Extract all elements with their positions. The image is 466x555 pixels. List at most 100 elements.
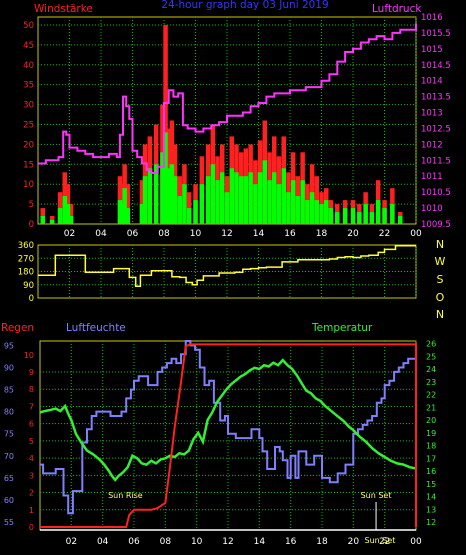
wind-bar xyxy=(172,176,178,224)
rain-line xyxy=(40,343,417,528)
wind-bar xyxy=(163,132,168,224)
wind-bar xyxy=(166,168,171,224)
sun-annotation: Sun Set xyxy=(361,491,392,500)
rain-tick-label: 9 xyxy=(29,368,34,377)
humidity-tick-label: 55 xyxy=(4,518,14,527)
wind-bar xyxy=(199,184,205,224)
humidity-tick-label: 65 xyxy=(4,474,14,483)
rain-tick-label: 1 xyxy=(29,506,34,515)
x-tick-label: 04 xyxy=(97,537,109,547)
pressure-tick-label: 1009.5 xyxy=(421,220,451,230)
humidity-tick-label: 95 xyxy=(4,341,14,350)
rain-tick-label: 5 xyxy=(29,437,34,446)
wind-tick-label: 20 xyxy=(23,140,34,150)
rain-axis-label: Regen xyxy=(1,322,34,334)
direction-tick-label: 360 xyxy=(18,241,34,251)
wind-bar xyxy=(262,160,267,224)
wind-pressure-panel: 02 04 06 08 10 12 14 16 18 20 22 000510152025303540… xyxy=(23,13,451,239)
temperature-tick-label: 19 xyxy=(426,429,436,438)
humidity-tick-label: 70 xyxy=(4,452,14,461)
humidity-line xyxy=(40,340,416,515)
wind-bar xyxy=(290,180,296,224)
wind-bar xyxy=(215,180,220,224)
x-tick-label: 22 xyxy=(379,537,390,547)
humidity-tick-label: 85 xyxy=(4,386,14,395)
wind-bar xyxy=(169,164,175,224)
gust-bar xyxy=(139,180,145,224)
wind-bar xyxy=(398,216,403,224)
pressure-tick-label: 1014 xyxy=(421,77,443,87)
x-tick-label: 14 xyxy=(254,537,266,547)
x-tick-label: 20 xyxy=(347,229,359,239)
wind-bar xyxy=(253,184,258,224)
rain-tick-label: 3 xyxy=(29,471,34,480)
wind-tick-label: 40 xyxy=(23,61,34,71)
x-tick-label: 18 xyxy=(316,229,328,239)
direction-tick-label: 270 xyxy=(18,254,34,264)
pressure-tick-label: 1012.5 xyxy=(421,124,451,134)
compass-label: S xyxy=(437,273,444,286)
x-tick-label: 06 xyxy=(128,537,140,547)
wind-bar xyxy=(224,192,230,224)
temperature-tick-label: 22 xyxy=(426,391,436,400)
x-tick-label: 22 xyxy=(379,229,390,239)
wind-bar xyxy=(375,200,381,224)
wind-bar xyxy=(276,184,282,224)
pressure-tick-label: 1016 xyxy=(421,13,443,23)
wind-bar xyxy=(390,204,395,224)
wind-bar xyxy=(243,176,249,224)
sun-annotation: Sun Set xyxy=(365,536,396,545)
pressure-tick-label: 1013.5 xyxy=(421,93,451,103)
wind-bar xyxy=(210,164,216,224)
wind-bar xyxy=(324,200,329,224)
wind-bar xyxy=(350,208,356,224)
gust-bar xyxy=(68,204,74,224)
wind-bar xyxy=(257,172,263,225)
wind-tick-label: 35 xyxy=(23,81,34,91)
pressure-tick-label: 1015 xyxy=(421,45,443,55)
pressure-tick-label: 1010 xyxy=(421,204,443,214)
wind-tick-label: 50 xyxy=(23,21,34,31)
wind-bar xyxy=(295,196,301,224)
compass-label: W xyxy=(435,255,446,268)
temperature-line xyxy=(39,358,417,482)
wind-bar xyxy=(177,196,182,224)
wind-bar xyxy=(153,164,159,224)
x-tick-label: 12 xyxy=(222,537,233,547)
wind-bar xyxy=(139,204,145,224)
wind-bar xyxy=(182,184,187,224)
x-tick-label: 16 xyxy=(284,229,296,239)
x-tick-label: 06 xyxy=(127,229,139,239)
wind-bar xyxy=(193,200,198,224)
x-tick-label: 08 xyxy=(158,229,170,239)
x-tick-label: 04 xyxy=(95,229,107,239)
humidity-tick-label: 90 xyxy=(4,363,14,372)
compass-label: O xyxy=(436,291,445,304)
wind-bar xyxy=(186,208,192,224)
rain-tick-label: 8 xyxy=(29,385,34,394)
temperature-axis-label: Temperatur xyxy=(311,322,373,334)
wind-bar xyxy=(238,176,244,224)
pressure-tick-label: 1015.5 xyxy=(421,29,451,39)
pressure-tick-label: 1014.5 xyxy=(421,61,451,71)
wind-bar xyxy=(57,208,63,224)
wind-tick-label: 10 xyxy=(23,180,34,190)
temperature-tick-label: 17 xyxy=(426,454,436,463)
rain-tick-label: 2 xyxy=(29,489,34,498)
wind-bar xyxy=(342,208,348,224)
chart-title: 24-hour graph day 03 Juni 2019 xyxy=(161,0,328,11)
temperature-tick-label: 20 xyxy=(426,416,436,425)
gust-bar xyxy=(163,25,168,224)
temperature-tick-label: 26 xyxy=(426,340,436,349)
direction-line xyxy=(38,244,416,287)
humidity-axis-label: Luftfeuchte xyxy=(66,322,126,334)
wind-axis-label: Windstärke xyxy=(34,3,93,15)
pressure-tick-label: 1013 xyxy=(421,109,443,119)
wind-bar xyxy=(382,208,387,224)
rain-humidity-temperature-panel: 02 04 06 08 10 12 14 16 18 20 22 000123456789105560… xyxy=(4,340,436,547)
wind-bar xyxy=(119,204,124,224)
rain-tick-label: 4 xyxy=(29,454,34,463)
direction-tick-label: 0 xyxy=(29,294,34,304)
temperature-tick-label: 15 xyxy=(426,480,436,489)
wind-bar xyxy=(122,188,127,224)
